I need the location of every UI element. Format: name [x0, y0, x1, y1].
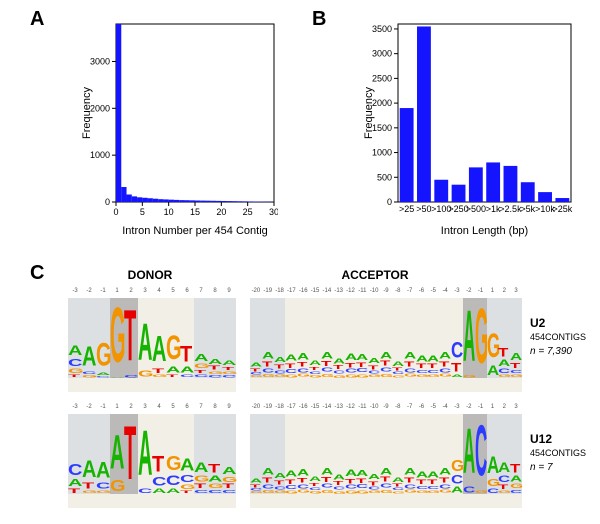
- svg-text:25: 25: [243, 207, 253, 217]
- panel-a-chart: 0100020003000051015202530Intron Number p…: [78, 20, 278, 240]
- svg-text:1000: 1000: [90, 150, 110, 160]
- svg-text:20: 20: [216, 207, 226, 217]
- svg-text:>50: >50: [416, 204, 431, 214]
- svg-text:15: 15: [190, 207, 200, 217]
- svg-text:2500: 2500: [372, 73, 392, 83]
- svg-text:3500: 3500: [372, 24, 392, 34]
- panel-c-label: C: [30, 262, 44, 285]
- panel-a-label: A: [30, 8, 44, 31]
- svg-text:Intron Length (bp): Intron Length (bp): [441, 225, 528, 237]
- svg-text:1000: 1000: [372, 148, 392, 158]
- sequence-logos: -3-2-1123456789TGCAGCACAGAGCTGAGTATAGCAT…: [48, 286, 588, 516]
- svg-text:Intron Number per 454 Contig: Intron Number per 454 Contig: [122, 225, 268, 237]
- svg-text:3000: 3000: [90, 56, 110, 66]
- svg-text:0: 0: [113, 207, 118, 217]
- svg-text:10: 10: [164, 207, 174, 217]
- svg-text:30: 30: [269, 207, 278, 217]
- panel-b-chart: 0500100015002000250030003500>25>50>100>2…: [360, 20, 575, 240]
- svg-text:>500: >500: [466, 204, 486, 214]
- svg-text:5: 5: [140, 207, 145, 217]
- acceptor-title: ACCEPTOR: [245, 268, 505, 282]
- svg-text:>2.5k: >2.5k: [499, 204, 522, 214]
- svg-text:3000: 3000: [372, 49, 392, 59]
- svg-text:0: 0: [387, 197, 392, 207]
- panel-b-label: B: [312, 8, 326, 31]
- svg-text:0: 0: [105, 197, 110, 207]
- svg-text:Frequency: Frequency: [363, 87, 375, 139]
- donor-title: DONOR: [75, 268, 225, 282]
- svg-text:Frequency: Frequency: [81, 87, 93, 139]
- svg-text:>25k: >25k: [552, 204, 572, 214]
- svg-text:>25: >25: [399, 204, 414, 214]
- svg-text:500: 500: [377, 172, 392, 182]
- svg-text:>5k: >5k: [520, 204, 535, 214]
